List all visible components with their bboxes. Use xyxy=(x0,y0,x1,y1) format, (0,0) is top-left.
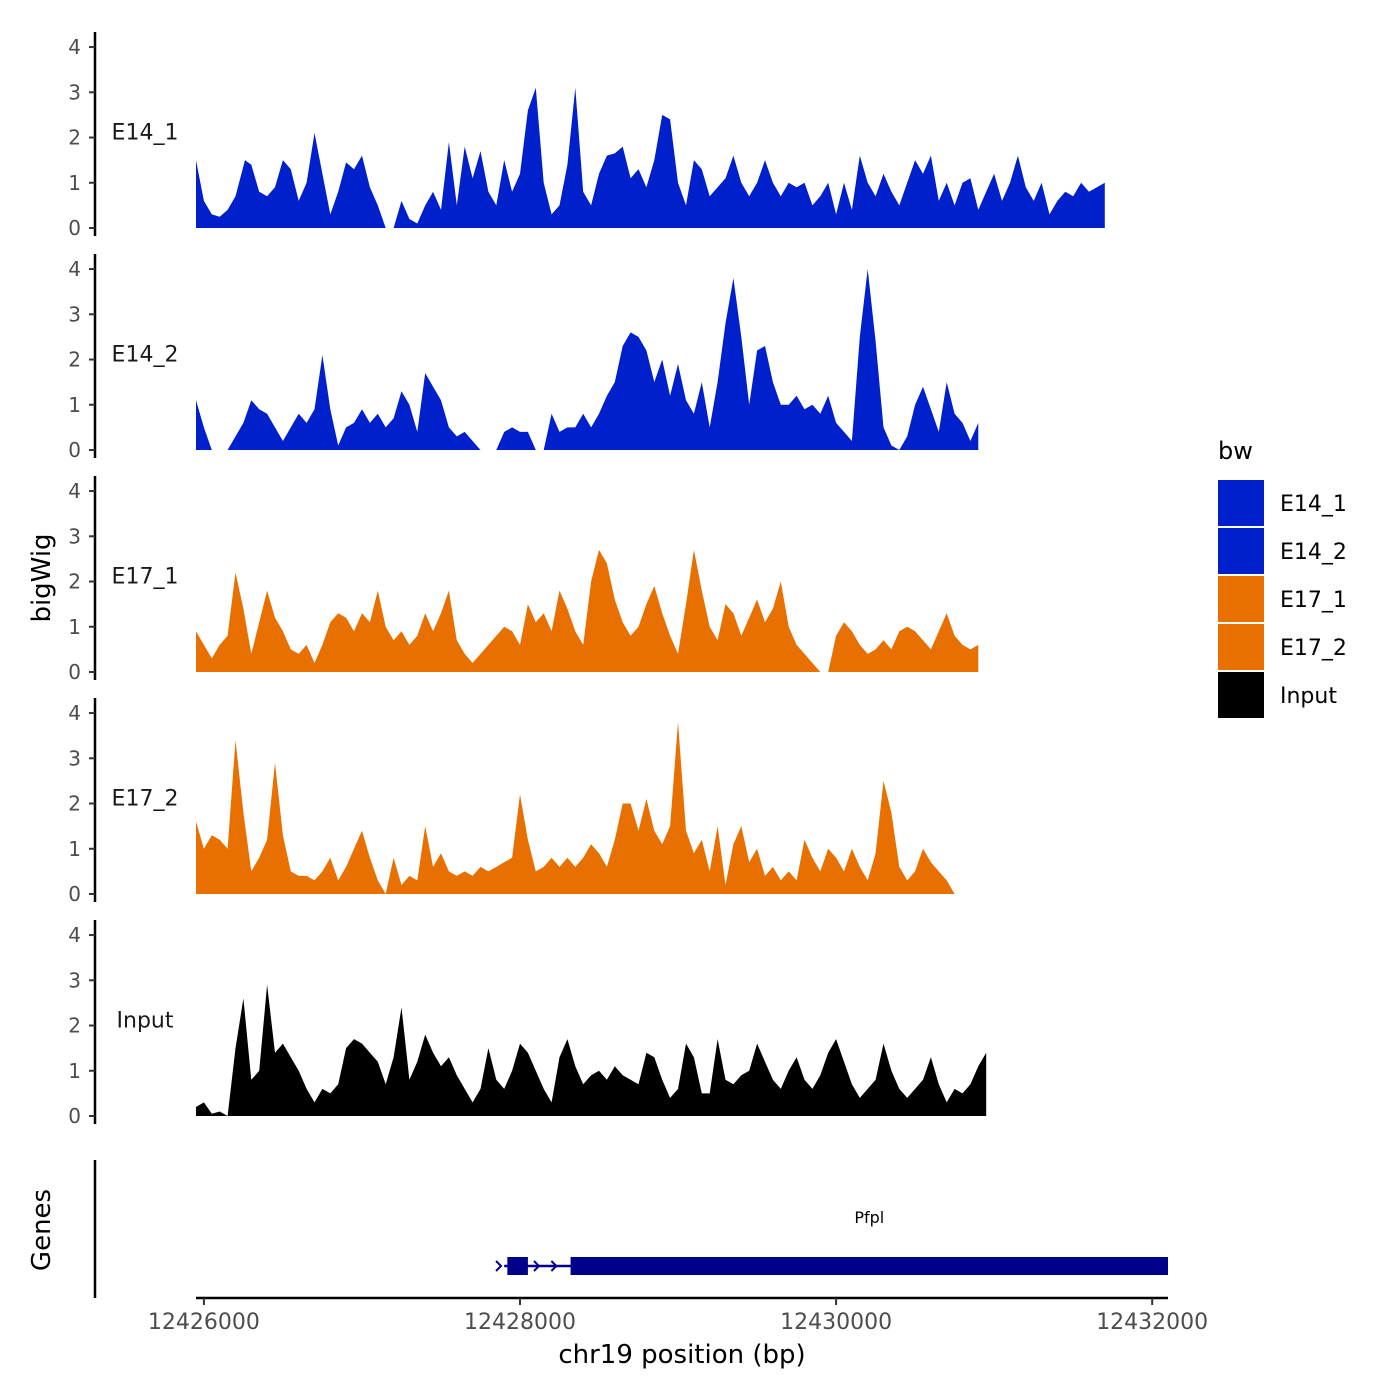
y-tick-label: 1 xyxy=(68,393,81,417)
track-label: E17_1 xyxy=(112,565,179,590)
gene-exon xyxy=(507,1257,528,1275)
y-tick-label: 3 xyxy=(68,746,81,770)
legend: bw E14_1 E14_2 E17_1 E17_2 Input xyxy=(1218,437,1347,718)
y-tick-label: 2 xyxy=(68,348,81,372)
y-tick-label: 3 xyxy=(68,302,81,326)
x-axis-label: chr19 position (bp) xyxy=(558,1340,805,1370)
area-e17-1 xyxy=(196,549,979,672)
area-e17-2 xyxy=(196,722,955,894)
y-tick-label: 2 xyxy=(68,792,81,816)
strand-arrow xyxy=(495,1260,503,1272)
track-label: E17_2 xyxy=(112,787,179,812)
y-tick-label: 4 xyxy=(68,257,81,281)
y-tick-label: 3 xyxy=(68,524,81,548)
legend-swatch xyxy=(1218,528,1264,574)
track-e17-2: 0 1 2 3 4 E17_2 xyxy=(68,698,955,906)
legend-label: E17_1 xyxy=(1280,588,1347,613)
strand-arrow xyxy=(550,1260,558,1272)
y-tick-label: 4 xyxy=(68,923,81,947)
y-tick-label: 4 xyxy=(68,479,81,503)
legend-swatch xyxy=(1218,624,1264,670)
y-tick-label: 0 xyxy=(68,438,81,462)
y-tick-label: 0 xyxy=(68,216,81,240)
y-tick-label: 0 xyxy=(68,882,81,906)
track-input: 0 1 2 3 4 Input xyxy=(68,920,987,1128)
legend-label: E17_2 xyxy=(1280,636,1347,661)
y-tick-label: 1 xyxy=(68,1059,81,1083)
x-tick-label: 12432000 xyxy=(1096,1310,1208,1335)
x-tick-label: 12428000 xyxy=(464,1310,576,1335)
y-tick-label: 2 xyxy=(68,570,81,594)
y-tick-label: 3 xyxy=(68,968,81,992)
track-e14-1: 0 1 2 3 4 E14_1 xyxy=(68,32,1105,240)
genes-panel: Pfpl xyxy=(93,1160,1168,1298)
y-tick-label: 1 xyxy=(68,615,81,639)
x-tick-label: 12430000 xyxy=(780,1310,892,1335)
legend-swatch xyxy=(1218,672,1264,718)
legend-label: E14_2 xyxy=(1280,540,1347,565)
strand-arrow xyxy=(533,1260,541,1272)
x-axis: 12426000 12428000 12430000 12432000 xyxy=(148,1296,1208,1335)
area-e14-2 xyxy=(196,269,979,450)
track-label: E14_2 xyxy=(112,343,179,368)
track-e14-2: 0 1 2 3 4 E14_2 xyxy=(68,254,979,462)
y-tick-label: 0 xyxy=(68,1104,81,1128)
track-label: Input xyxy=(117,1009,174,1034)
legend-title: bw xyxy=(1218,437,1253,465)
y-tick-label: 4 xyxy=(68,701,81,725)
y-tick-label: 2 xyxy=(68,126,81,150)
y-tick-label: 3 xyxy=(68,80,81,104)
signal-tracks: 0 1 2 3 4 E14_1 0 1 2 3 4 E14_2 0 1 2 3 4 E17_1 0 1 2 3 4 E17_2… xyxy=(68,32,1105,1128)
legend-label: E14_1 xyxy=(1280,492,1347,517)
area-input xyxy=(196,984,987,1116)
y-axis-label-bigwig: bigWig xyxy=(27,533,57,622)
track-label: E14_1 xyxy=(112,121,179,146)
track-e17-1: 0 1 2 3 4 E17_1 xyxy=(68,476,979,684)
gene-pfpl: Pfpl xyxy=(495,1208,1168,1275)
y-tick-label: 1 xyxy=(68,837,81,861)
y-tick-label: 0 xyxy=(68,660,81,684)
legend-label: Input xyxy=(1280,684,1337,709)
area-e14-1 xyxy=(196,87,1105,228)
gene-label: Pfpl xyxy=(854,1208,884,1227)
legend-swatch xyxy=(1218,480,1264,526)
x-tick-label: 12426000 xyxy=(148,1310,260,1335)
gene-exon xyxy=(570,1257,1168,1275)
y-tick-label: 4 xyxy=(68,35,81,59)
y-tick-label: 1 xyxy=(68,171,81,195)
legend-swatch xyxy=(1218,576,1264,622)
y-tick-label: 2 xyxy=(68,1014,81,1038)
y-axis-label-genes: Genes xyxy=(27,1189,57,1271)
